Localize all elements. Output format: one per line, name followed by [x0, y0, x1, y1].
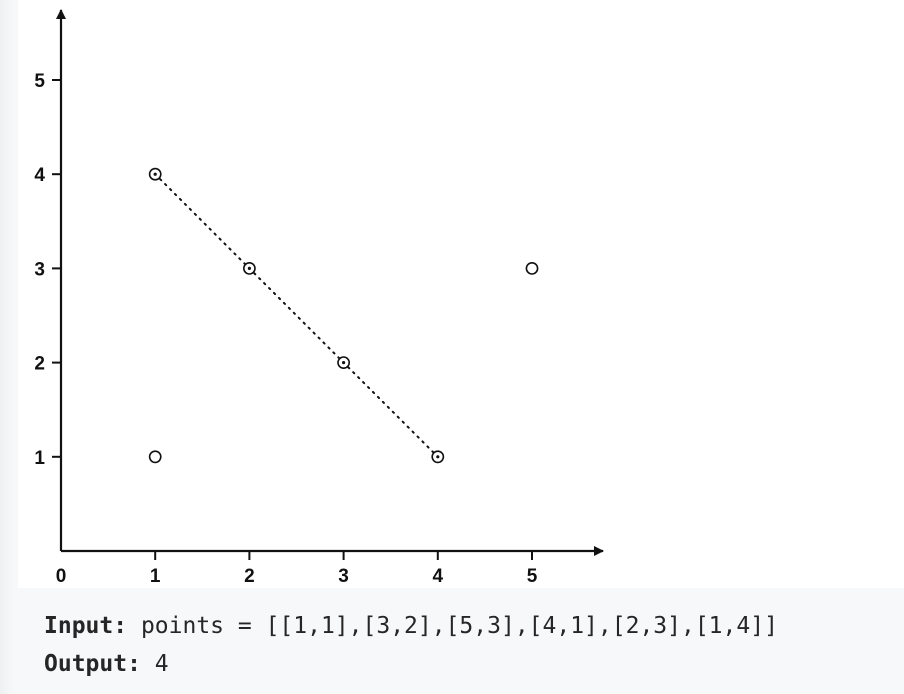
- x-tick-label: 3: [338, 566, 349, 587]
- data-point: [148, 450, 162, 464]
- y-tick-label: 3: [34, 259, 45, 280]
- data-point-center: [342, 361, 346, 365]
- y-tick-label: 2: [34, 354, 45, 375]
- output-value: 4: [140, 651, 169, 677]
- y-tick-label: 4: [34, 165, 45, 186]
- data-point-center: [436, 455, 440, 459]
- x-tick-label: 5: [527, 566, 538, 587]
- example-code-block: Input: points = [[1,1],[3,2],[5,3],[4,1]…: [18, 588, 904, 694]
- data-point-center: [247, 266, 251, 270]
- x-tick-label: 2: [244, 566, 255, 587]
- y-tick-label: 1: [34, 448, 45, 469]
- input-line: Input: points = [[1,1],[3,2],[5,3],[4,1]…: [44, 613, 778, 639]
- collinear-line: [154, 173, 439, 458]
- output-label: Output:: [44, 651, 141, 677]
- plot-background: [18, 0, 904, 588]
- x-tick-label: 0: [56, 566, 67, 587]
- y-tick-label: 5: [34, 71, 45, 92]
- data-point: [525, 261, 539, 275]
- output-line: Output: 4: [44, 651, 169, 677]
- data-point-center: [153, 172, 157, 176]
- x-tick-label: 4: [433, 566, 444, 587]
- x-tick-label: 1: [150, 566, 161, 587]
- input-label: Input:: [44, 613, 128, 639]
- scatter-chart: 0 1 2 3 4 5 1 2 3 4 5: [34, 9, 604, 587]
- input-value: points = [[1,1],[3,2],[5,3],[4,1],[2,3],…: [127, 613, 778, 639]
